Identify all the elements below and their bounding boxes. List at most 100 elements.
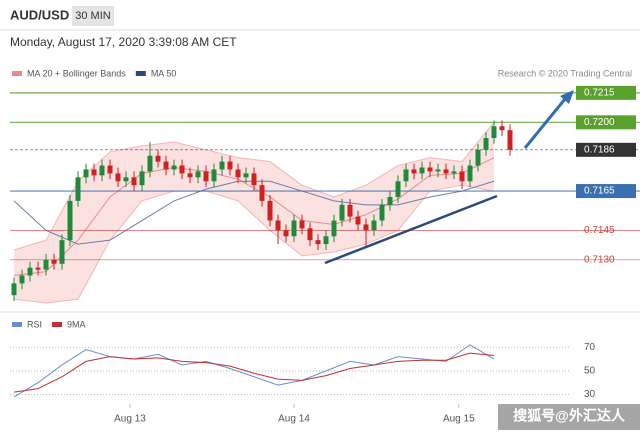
legend-swatch [12,322,22,327]
x-tick-label: Aug 13 [114,414,146,425]
candle-body [395,181,401,197]
candle-body [475,149,481,166]
candle-body [459,171,465,182]
candle-body [163,161,169,170]
candle-body [67,200,73,241]
trend-line [324,194,498,265]
candle-body [35,267,41,270]
candle-body [187,173,193,178]
x-tick-label: Aug 15 [443,414,475,425]
candle-body [107,165,113,174]
candle-body [411,169,417,174]
timeframe: 30 MIN [75,10,111,22]
candle-body [371,220,377,231]
candle-body [443,169,449,174]
timeframe-badge [72,6,114,26]
candle-body [123,177,129,182]
watermark-bg [498,404,640,430]
candle-body [355,216,361,225]
x-tick-label: Aug 14 [278,414,310,425]
candle-body [115,173,121,182]
candle-body [403,169,409,182]
level-box [576,184,636,199]
candle-body [59,240,65,264]
candle-body [83,169,89,178]
candle-body [27,267,33,276]
level-label: 0.7165 [584,186,615,197]
candle-body [219,161,225,170]
candle-body [427,167,433,172]
level-label: 0.7215 [584,87,615,98]
candle-body [99,165,105,176]
forecast-arrow [523,98,567,149]
level-label: 0.7186 [584,144,615,155]
arrow-head [560,90,574,104]
band-fill [14,122,494,304]
subtitle: Monday, August 17, 2020 3:39:08 AM CET [10,35,237,49]
candle-body [499,126,505,131]
candle-body [131,177,137,186]
candle-body [291,220,297,237]
legend-label: RSI [27,319,42,329]
candle-body [203,171,209,182]
legend-label: MA 50 [151,68,177,78]
candle-body [211,169,217,182]
level-box [576,115,636,130]
candle-body [171,165,177,170]
candle-body [75,177,81,201]
level-box [576,85,636,100]
candle-body [419,167,425,174]
candle-body [307,228,313,241]
candle-body [243,173,249,178]
y-tick-label: 30 [584,389,596,400]
candle-body [195,171,201,178]
watermark: 搜狐号@外汇达人 [513,408,626,424]
legend-swatch [52,322,63,327]
candle-body [259,185,265,201]
y-tick-label: 70 [584,342,596,353]
candle-body [267,200,273,221]
level-label: 0.7130 [584,254,615,265]
candle-body [51,259,57,264]
candle-body [507,130,513,150]
level-label: 0.7145 [584,225,615,236]
candle-body [43,259,49,270]
legend-label: 9MA [67,319,86,329]
candle-body [155,155,161,162]
candle-body [435,169,441,172]
symbol: AUD/USD [10,7,69,22]
credit: Research © 2020 Trading Central [498,68,632,78]
candle-body [347,204,353,217]
candle-body [451,171,457,174]
rsi-line [13,344,495,398]
candle-body [139,171,145,186]
candle-body [235,169,241,178]
y-tick-label: 50 [584,366,596,377]
candle-body [283,230,289,237]
candle-body [379,204,385,221]
legend-label: MA 20 + Bollinger Bands [27,68,126,78]
candle-body [227,161,233,170]
candle-body [19,275,25,284]
candle-body [339,204,345,221]
candle-body [315,240,321,245]
level-label: 0.7200 [584,117,615,128]
legend-swatch [135,71,146,76]
candle-body [179,165,185,174]
candle-body [331,220,337,237]
candle-body [91,169,97,176]
candle-body [275,220,281,231]
candle-body [147,155,153,172]
candle-body [251,173,257,186]
candle-body [483,138,489,150]
candle-body [299,220,305,229]
candle-body [323,236,329,245]
candle-body [363,224,369,231]
candle-body [491,126,497,139]
level-box [576,142,636,157]
candle-body [467,165,473,182]
candle-body [11,283,17,296]
candle-body [387,196,393,205]
bb-lower [13,184,495,304]
